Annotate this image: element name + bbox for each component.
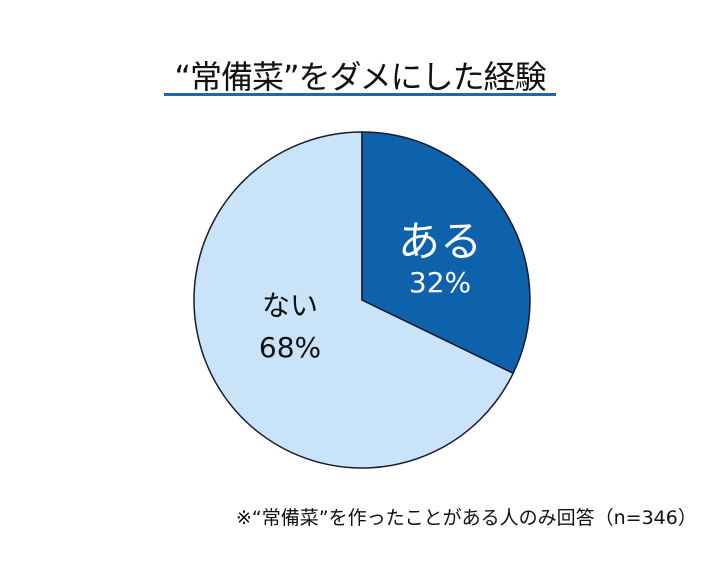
slice-value-nai: 68% <box>258 331 322 364</box>
slice-value-aru: 32% <box>408 266 472 299</box>
slice-nai <box>193 131 515 469</box>
slice-label-nai: ない <box>261 289 318 322</box>
slice-label-aru: ある <box>397 217 482 266</box>
footnote: ※“常備菜”を作ったことがある人のみ回答（n=346） <box>236 507 697 529</box>
chart-title: “常備菜”をダメにした経験 <box>174 58 546 96</box>
title-underline <box>164 93 556 96</box>
slice-aru <box>361 131 531 375</box>
